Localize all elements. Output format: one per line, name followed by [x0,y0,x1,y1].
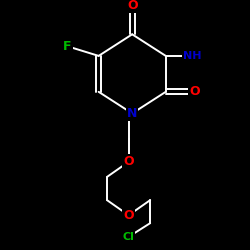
Text: F: F [63,40,72,53]
Text: O: O [123,155,134,168]
Text: O: O [123,209,134,222]
Text: O: O [127,0,138,12]
Text: N: N [127,107,138,120]
Text: O: O [189,85,200,98]
Text: NH: NH [183,51,201,61]
Text: Cl: Cl [123,232,134,242]
Text: N: N [127,107,138,120]
